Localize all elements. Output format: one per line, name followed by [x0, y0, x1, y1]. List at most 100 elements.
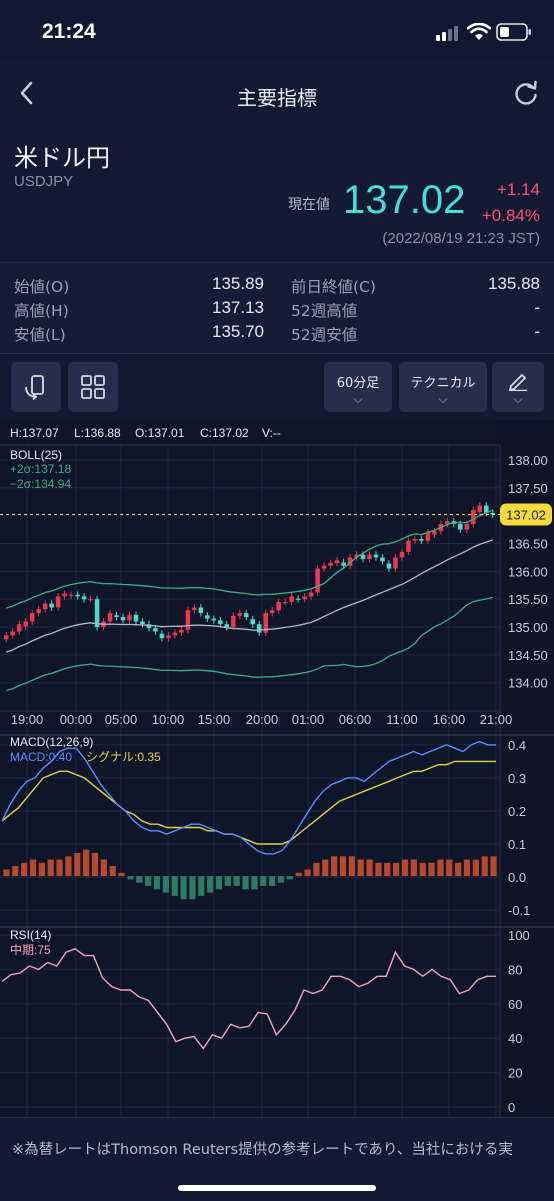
price-tag: [500, 503, 552, 526]
ohlc-high: H:137.07: [10, 426, 59, 440]
candle-body: [445, 521, 450, 524]
macd-histogram-bar: [375, 862, 382, 877]
candle-body: [231, 615, 236, 628]
pencil-icon: [509, 374, 527, 391]
rsi-line: [1, 948, 496, 1050]
candle-body: [315, 568, 320, 593]
chevron-down-icon: ⌵: [513, 392, 523, 406]
candle-body: [425, 532, 431, 541]
macd-histogram-bar: [384, 862, 391, 877]
52w-low-value: -: [534, 322, 540, 341]
candle-body: [133, 614, 139, 622]
candle-body: [321, 565, 327, 569]
drawing-tool-button[interactable]: ⌵: [492, 362, 544, 412]
current-price: 137.02: [343, 178, 466, 222]
candle-body: [16, 624, 22, 632]
macd-histogram-bar: [224, 876, 231, 886]
chevron-down-icon: ⌵: [438, 392, 448, 406]
candle-body: [250, 619, 256, 625]
ohlc-volume: V:--: [262, 426, 281, 440]
x-tick-label: 21:00: [480, 712, 513, 727]
macd-histogram-bar: [410, 859, 417, 877]
y-tick-label: -0.1: [508, 903, 530, 918]
boll-mid-line: [5, 539, 494, 653]
candle-body: [386, 563, 392, 569]
y-tick-label: 40: [508, 1031, 522, 1046]
candle-body: [42, 603, 48, 610]
x-tick-label: 01:00: [292, 712, 325, 727]
y-tick-label: 0.3: [508, 771, 526, 786]
candle-body: [120, 616, 126, 621]
boll-lower-line: [6, 596, 493, 692]
interval-dropdown[interactable]: 60分足 ⌵: [324, 362, 392, 412]
y-tick-label: 136.00: [508, 564, 548, 579]
candle-body: [198, 607, 204, 614]
rotate-screen-button[interactable]: [11, 362, 61, 412]
x-tick-label: 05:00: [105, 712, 138, 727]
x-tick-label: 15:00: [198, 712, 231, 727]
candle-body: [243, 613, 249, 617]
candle-body: [373, 554, 379, 558]
candle-body: [432, 531, 437, 535]
boll-legend-upper: +2σ:137.18: [10, 462, 71, 476]
macd-histogram-bar: [65, 856, 72, 877]
candle-body: [140, 621, 145, 625]
candle-body: [295, 598, 301, 600]
y-tick-label: 0: [508, 1100, 515, 1115]
macd-histogram-bar: [295, 872, 302, 877]
technical-dropdown[interactable]: テクニカル ⌵: [399, 362, 487, 412]
candle-body: [153, 628, 158, 632]
chart-area[interactable]: H:137.07 L:136.88 O:137.01 C:137.02 V:--…: [0, 420, 554, 1117]
x-tick-label: 06:00: [339, 712, 372, 727]
y-tick-label: 134.50: [508, 648, 548, 663]
candle-body: [464, 523, 470, 530]
candle-body: [185, 610, 191, 630]
back-icon[interactable]: [14, 80, 40, 106]
boll-legend-title: BOLL(25): [10, 448, 62, 462]
candle-body: [179, 629, 184, 633]
candle-body: [269, 610, 275, 614]
macd-line: [1, 740, 496, 855]
clock: 21:24: [42, 20, 96, 43]
macd-histogram-bar: [118, 872, 125, 877]
footer: ※為替レートはThomson Reuters提供の参考レートであり、当社における…: [0, 1117, 554, 1201]
y-tick-label: 0.2: [508, 804, 526, 819]
rsi-title: RSI(14): [10, 928, 51, 942]
candle-body: [341, 562, 346, 566]
candle-body: [166, 635, 171, 639]
macd-histogram-bar: [3, 869, 10, 877]
layout-button[interactable]: [68, 362, 118, 412]
macd-histogram-bar: [419, 862, 426, 877]
macd-legend: MACD:0.40: [10, 750, 72, 764]
macd-title: MACD(12,26,9): [10, 735, 93, 749]
home-indicator[interactable]: [178, 1185, 376, 1191]
y-tick-label: 136.50: [508, 536, 548, 551]
y-tick-label: 0.1: [508, 837, 526, 852]
macd-histogram-bar: [38, 862, 45, 877]
macd-histogram-bar: [463, 859, 471, 877]
instrument-name: 米ドル円: [14, 144, 110, 172]
nav-bar: 主要指標: [0, 62, 554, 125]
macd-histogram-bar: [242, 876, 249, 890]
signal-line: [1, 760, 496, 845]
chart-toolbar: 60分足 ⌵ テクニカル ⌵ ⌵: [0, 354, 554, 420]
refresh-icon[interactable]: [512, 79, 540, 107]
candle-body: [237, 613, 243, 616]
wifi-icon: [467, 23, 491, 40]
candle-body: [380, 557, 385, 562]
rotate-icon: [25, 375, 44, 400]
macd-histogram-bar: [207, 876, 214, 893]
candle-body: [256, 624, 262, 633]
macd-histogram-bar: [437, 859, 444, 877]
candle-body: [393, 557, 398, 569]
high-label: 高値(H): [14, 302, 69, 320]
candle-body: [94, 599, 100, 628]
candle-body: [114, 615, 119, 617]
macd-histogram-bar: [180, 876, 187, 900]
macd-histogram-bar: [401, 859, 409, 877]
candle-body: [49, 603, 54, 608]
candle-body: [308, 592, 314, 597]
candle-body: [29, 613, 35, 622]
macd-histogram-bar: [277, 876, 285, 883]
macd-histogram-bar: [109, 866, 116, 877]
